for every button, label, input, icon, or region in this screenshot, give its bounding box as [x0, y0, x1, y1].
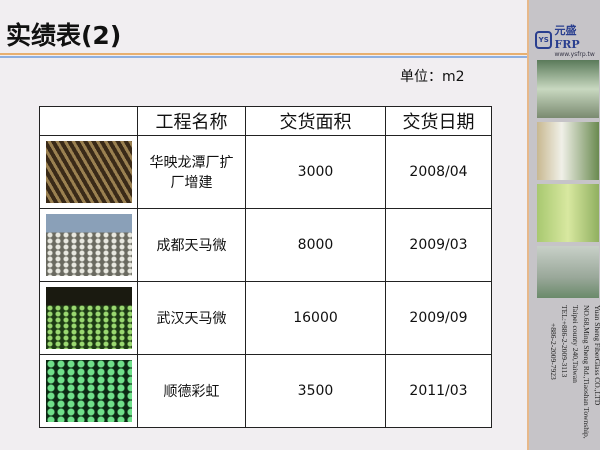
- project-photo: [45, 141, 132, 203]
- project-photo: [45, 360, 132, 422]
- project-date: 2009/03: [385, 208, 492, 282]
- slide-title: 实绩表(2): [6, 21, 122, 50]
- header-cell: 交货面积: [245, 106, 386, 136]
- project-area: 3500: [245, 354, 386, 428]
- table-row: 武汉天马微 16000 2009/09: [39, 281, 492, 355]
- divider: [0, 56, 527, 58]
- header-cell: 交货日期: [385, 106, 492, 136]
- header-cell: 工程名称: [137, 106, 246, 136]
- project-area: 8000: [245, 208, 386, 282]
- project-area: 16000: [245, 281, 386, 355]
- project-date: 2009/09: [385, 281, 492, 355]
- sidebar-photo: [537, 122, 599, 180]
- project-name: 华映龙潭厂扩厂增建: [137, 135, 246, 209]
- project-name: 成都天马微: [137, 208, 246, 282]
- divider: [0, 53, 527, 55]
- table-row: 成都天马微 8000 2009/03: [39, 208, 492, 282]
- logo-url: www.ysfrp.tw: [554, 51, 595, 58]
- sidebar-photo: [537, 60, 599, 118]
- project-photo: [45, 214, 132, 276]
- project-name: 武汉天马微: [137, 281, 246, 355]
- project-name: 顺德彩虹: [137, 354, 246, 428]
- table-header: 工程名称 交货面积 交货日期: [39, 106, 492, 136]
- company-address: Yuan Sheng FiberGlass CO.,LTD NO.68,Ming …: [549, 305, 600, 439]
- project-date: 2008/04: [385, 135, 492, 209]
- project-table: 工程名称 交货面积 交货日期 华映龙潭厂扩厂增建 3000 2008/04 成都…: [39, 106, 492, 428]
- sidebar-photo: [537, 246, 599, 298]
- unit-label: 单位：m2: [400, 69, 465, 85]
- table-row: 华映龙潭厂扩厂增建 3000 2008/04: [39, 135, 492, 209]
- sidebar: YS 元盛FRP www.ysfrp.tw Yuan Sheng FiberGl…: [527, 0, 600, 450]
- project-date: 2011/03: [385, 354, 492, 428]
- project-area: 3000: [245, 135, 386, 209]
- table-row: 顺德彩虹 3500 2011/03: [39, 354, 492, 428]
- company-logo: YS 元盛FRP www.ysfrp.tw: [535, 22, 600, 58]
- header-cell: [39, 106, 138, 136]
- project-photo: [45, 287, 132, 349]
- sidebar-photo: [537, 184, 599, 242]
- logo-name: 元盛FRP: [554, 24, 580, 51]
- logo-mark: YS: [535, 31, 553, 49]
